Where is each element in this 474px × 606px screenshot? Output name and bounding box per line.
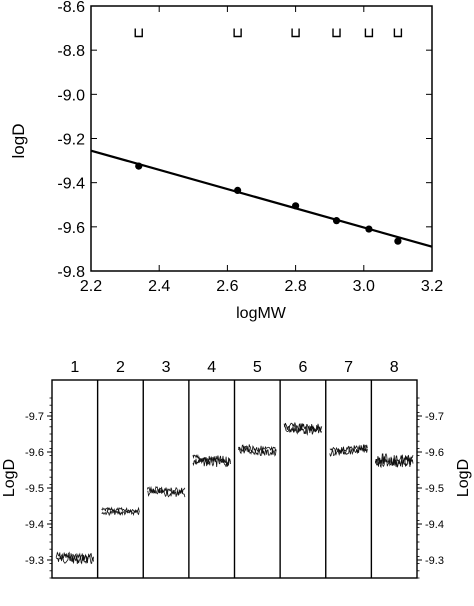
data-point (292, 202, 300, 210)
top-x-tick-label: 3.2 (421, 278, 443, 295)
lane-label: 7 (344, 359, 353, 376)
data-point (365, 225, 373, 233)
lane-label: 5 (253, 359, 262, 376)
top-y-axis: -8.6 -8.8 -9.0 -9.2 -9.4 -9.6 -9.8 (57, 0, 432, 281)
lane-trace (192, 456, 231, 468)
lane-label: 3 (162, 359, 171, 376)
bottom-left-y-tick-label: -9.3 (25, 555, 44, 567)
lane-trace (101, 506, 140, 514)
band-markers (134, 28, 403, 38)
logmw-vs-logd-chart: 2.2 2.4 2.6 2.8 3.0 3.2 -8.6-8.8-9.0-9.2-9.4-… (9, 0, 443, 322)
top-y-label: logD (9, 124, 28, 159)
band-marker (332, 28, 341, 38)
top-y-tick-label: -8.6 (57, 0, 85, 16)
data-point (332, 217, 341, 225)
band-marker (233, 28, 242, 38)
bottom-left-y-tick-label: -9.5 (25, 483, 44, 495)
data-point (135, 162, 143, 170)
data-point (394, 237, 402, 245)
lane-label: 8 (390, 359, 399, 376)
band-marker (364, 28, 374, 38)
lane-trace (147, 488, 186, 498)
top-y-tick-label: -9.0 (57, 87, 85, 104)
bottom-left-y-tick-label: -9.7 (25, 411, 44, 423)
bottom-left-y-axis: -9.7 -9.6 -9.5 -9.4 -9.3 (25, 397, 52, 579)
bottom-right-y-tick-label: -9.6 (425, 447, 444, 459)
top-x-tick-label: 2.4 (148, 278, 170, 295)
top-y-tick-label: -9.4 (57, 176, 85, 193)
bottom-right-y-tick-label: -9.3 (425, 555, 444, 567)
bottom-right-y-tick-label: -9.5 (425, 483, 444, 495)
band-marker (393, 28, 403, 38)
lane-trace (238, 446, 277, 457)
lane-trace (55, 554, 94, 565)
lane-trace (329, 446, 368, 457)
top-y-tick-label: -9.2 (57, 132, 85, 149)
lane-trace (284, 425, 323, 436)
bottom-left-y-tick-label: -9.6 (25, 447, 44, 459)
top-x-tick-label: 3.0 (353, 278, 375, 295)
lane-label: 1 (70, 359, 79, 376)
bottom-left-y-label: LogD (1, 459, 18, 497)
top-x-tick-label: 2.6 (216, 278, 238, 295)
top-x-tick-label: 2.8 (284, 278, 306, 295)
bottom-right-y-tick-label: -9.4 (425, 519, 444, 531)
bottom-left-y-tick-label: -9.4 (25, 519, 44, 531)
band-marker (134, 28, 143, 38)
data-point (234, 186, 242, 194)
top-x-tick-label: 2.2 (80, 278, 102, 295)
bottom-right-y-tick-label: -9.7 (425, 411, 444, 423)
top-y-tick-label: -9.6 (57, 220, 85, 237)
top-y-tick-label: -8.8 (57, 43, 85, 60)
regression-line (90, 149, 433, 248)
bottom-right-y-axis: -9.7 -9.6 -9.5 -9.4 -9.3 (417, 397, 444, 579)
band-marker (291, 28, 300, 38)
lane-label: 4 (207, 359, 216, 376)
lane-trace (283, 422, 323, 432)
lane-trace (375, 456, 414, 469)
top-x-label: logMW (236, 305, 287, 322)
lane-panels: 1 2 3 4 5 6 7 8 (51, 359, 418, 579)
top-y-tick-label: -9.8 (57, 264, 85, 281)
lane-label: 2 (116, 359, 125, 376)
top-x-axis: 2.2 2.4 2.6 2.8 3.0 3.2 (80, 6, 443, 295)
data-points (135, 162, 402, 245)
bottom-right-y-label: LogD (455, 459, 472, 497)
lane-trace (101, 509, 140, 517)
lane-label: 6 (298, 359, 307, 376)
lane-trace (329, 444, 368, 453)
